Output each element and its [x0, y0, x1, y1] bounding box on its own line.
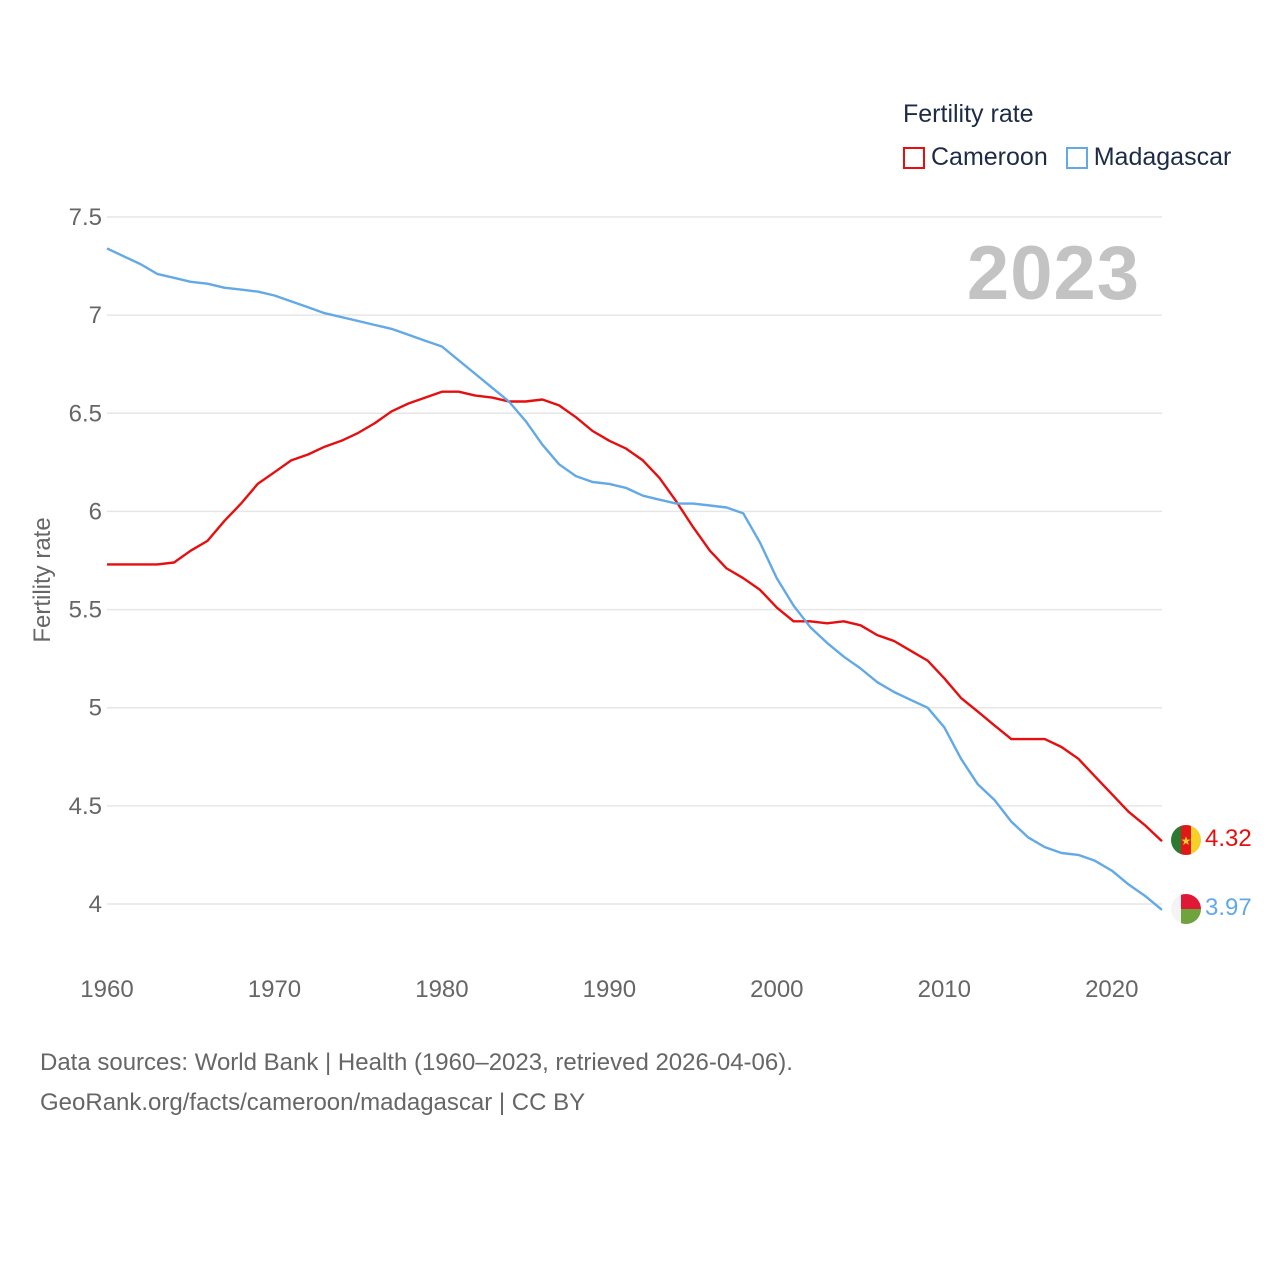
- madagascar-flag-icon: [1171, 894, 1201, 924]
- x-tick-label: 1970: [248, 976, 301, 1003]
- source-line-1: Data sources: World Bank | Health (1960–…: [40, 1049, 793, 1076]
- x-tick-label: 2020: [1085, 976, 1138, 1003]
- legend-swatch-madagascar: [1065, 146, 1088, 169]
- end-value-labels: 4.32 3.97: [1205, 825, 1252, 921]
- x-tick-label: 2010: [918, 976, 971, 1003]
- y-tick-label: 7: [89, 302, 102, 329]
- source-footer: Data sources: World Bank | Health (1960–…: [40, 1043, 793, 1123]
- year-label: 2023: [966, 231, 1140, 316]
- y-tick-label: 4: [89, 891, 102, 918]
- legend-swatch-cameroon: [903, 146, 925, 169]
- x-tick-label: 2000: [750, 976, 803, 1003]
- legend-label-madagascar: Madagascar: [1093, 143, 1232, 171]
- legend-item-cameroon[interactable]: Cameroon: [903, 143, 1048, 172]
- y-tick-label: 6.5: [69, 400, 102, 427]
- grid-lines: [107, 216, 1162, 905]
- legend: Cameroon Madagascar: [903, 143, 1249, 172]
- x-tick-label: 1960: [80, 976, 133, 1003]
- svg-text:★: ★: [1181, 834, 1192, 848]
- y-tick-labels: 4 4.5 5 5.5 6 6.5 7 7.5: [69, 204, 102, 918]
- y-tick-label: 5: [89, 695, 102, 722]
- y-tick-label: 6: [89, 498, 102, 525]
- y-axis-label: Fertility rate: [29, 517, 56, 642]
- series-lines: [106, 247, 1163, 911]
- y-tick-label: 5.5: [69, 597, 102, 624]
- legend-item-madagascar[interactable]: Madagascar: [1065, 143, 1232, 172]
- x-tick-label: 1980: [415, 976, 468, 1003]
- y-tick-label: 7.5: [69, 204, 102, 231]
- series-line-cameroon[interactable]: [107, 390, 1163, 843]
- x-tick-labels: 1960 1970 1980 1990 2000 2010 2020: [80, 976, 1138, 1003]
- cameroon-flag-icon: ★: [1171, 825, 1201, 855]
- source-line-2[interactable]: GeoRank.org/facts/cameroon/madagascar | …: [40, 1089, 586, 1116]
- series-line-madagascar[interactable]: [106, 247, 1163, 911]
- legend-title: Fertility rate: [903, 100, 1034, 128]
- x-tick-label: 1990: [583, 976, 636, 1003]
- end-label-cameroon: 4.32: [1205, 825, 1252, 852]
- end-label-madagascar: 3.97: [1205, 894, 1252, 921]
- legend-label-cameroon: Cameroon: [931, 143, 1048, 171]
- y-tick-label: 4.5: [69, 793, 102, 820]
